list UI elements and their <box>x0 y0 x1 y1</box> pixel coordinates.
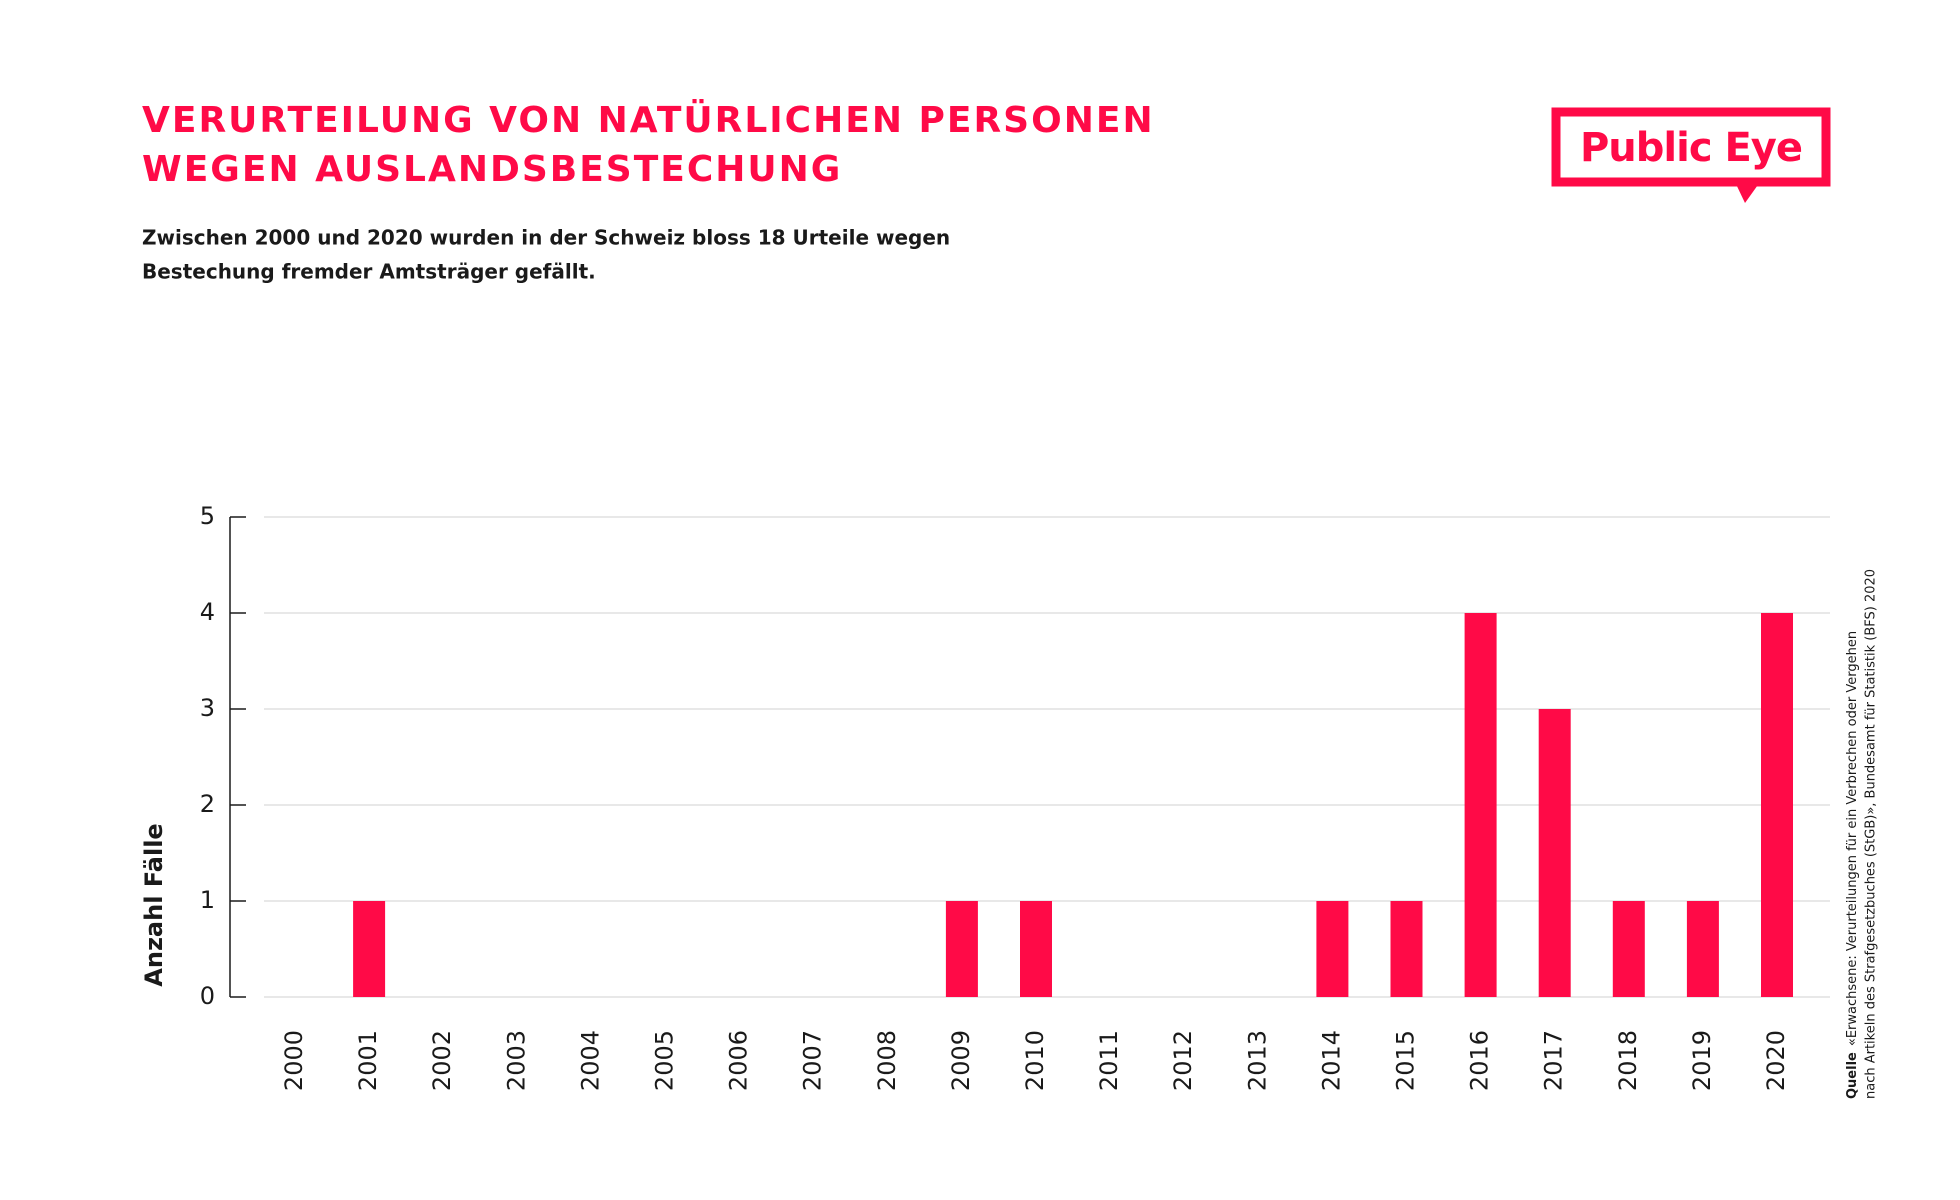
bar <box>1686 901 1719 997</box>
logo: Public Eye <box>1551 107 1831 203</box>
x-tick-label: 2001 <box>354 1030 382 1091</box>
subtitle: Bestechung fremder Amtsträger gefällt. <box>142 260 596 284</box>
y-axis-label: Anzahl Fälle <box>140 823 168 986</box>
x-tick-label: 2012 <box>1169 1030 1197 1091</box>
y-tick-label: 2 <box>200 790 215 818</box>
x-tick-label: 2005 <box>651 1030 679 1091</box>
x-tick-label: 2013 <box>1243 1030 1271 1091</box>
subtitle: Zwischen 2000 und 2020 wurden in der Sch… <box>142 226 950 250</box>
y-tick-label: 4 <box>200 598 215 626</box>
source-line: nach Artikeln des Strafgesetzbuches (StG… <box>1864 569 1879 1099</box>
x-tick-label: 2008 <box>873 1030 901 1091</box>
chart-title: VERURTEILUNG VON NATÜRLICHEN PERSONEN <box>142 99 1155 141</box>
logo-frame <box>1551 107 1831 187</box>
bar <box>1316 901 1349 997</box>
x-tick-label: 2019 <box>1688 1030 1716 1091</box>
source-text: Quelle «Erwachsene: Verurteilungen für ei… <box>1845 631 1860 1099</box>
x-tick-label: 2016 <box>1466 1030 1494 1091</box>
x-tick-label: 2020 <box>1762 1030 1790 1091</box>
chart-title: WEGEN AUSLANDSBESTECHUNG <box>142 149 842 190</box>
bar <box>1390 901 1423 997</box>
bar <box>353 901 386 997</box>
y-tick-label: 0 <box>200 982 215 1010</box>
source-label: Quelle <box>1845 1052 1860 1099</box>
x-tick-label: 2003 <box>502 1030 530 1091</box>
x-tick-label: 2009 <box>947 1030 975 1091</box>
bar <box>1612 901 1645 997</box>
logo-text: Public Eye <box>1580 125 1802 171</box>
x-tick-label: 2015 <box>1392 1030 1420 1091</box>
x-tick-label: 2004 <box>576 1030 604 1091</box>
source-line: «Erwachsene: Verurteilungen für ein Verb… <box>1845 631 1860 1046</box>
x-tick-label: 2002 <box>428 1030 456 1091</box>
logo-tail <box>1735 182 1760 203</box>
source: Quelle «Erwachsene: Verurteilungen für ei… <box>1845 569 1879 1099</box>
bar <box>1538 709 1571 997</box>
y-tick-label: 3 <box>200 694 215 722</box>
x-tick-label: 2017 <box>1540 1030 1568 1091</box>
bar <box>1761 613 1793 997</box>
y-tick-label: 5 <box>200 502 215 530</box>
bar <box>945 901 978 997</box>
x-tick-label: 2014 <box>1317 1030 1345 1091</box>
x-tick-label: 2000 <box>280 1030 308 1091</box>
x-tick-label: 2007 <box>799 1030 827 1091</box>
bar <box>1020 901 1052 997</box>
x-tick-label: 2011 <box>1095 1030 1123 1091</box>
y-tick-label: 1 <box>200 886 215 914</box>
x-tick-label: 2006 <box>725 1030 753 1091</box>
x-tick-label: 2010 <box>1021 1030 1049 1091</box>
x-tick-label: 2018 <box>1614 1030 1642 1091</box>
bar <box>1464 613 1497 997</box>
